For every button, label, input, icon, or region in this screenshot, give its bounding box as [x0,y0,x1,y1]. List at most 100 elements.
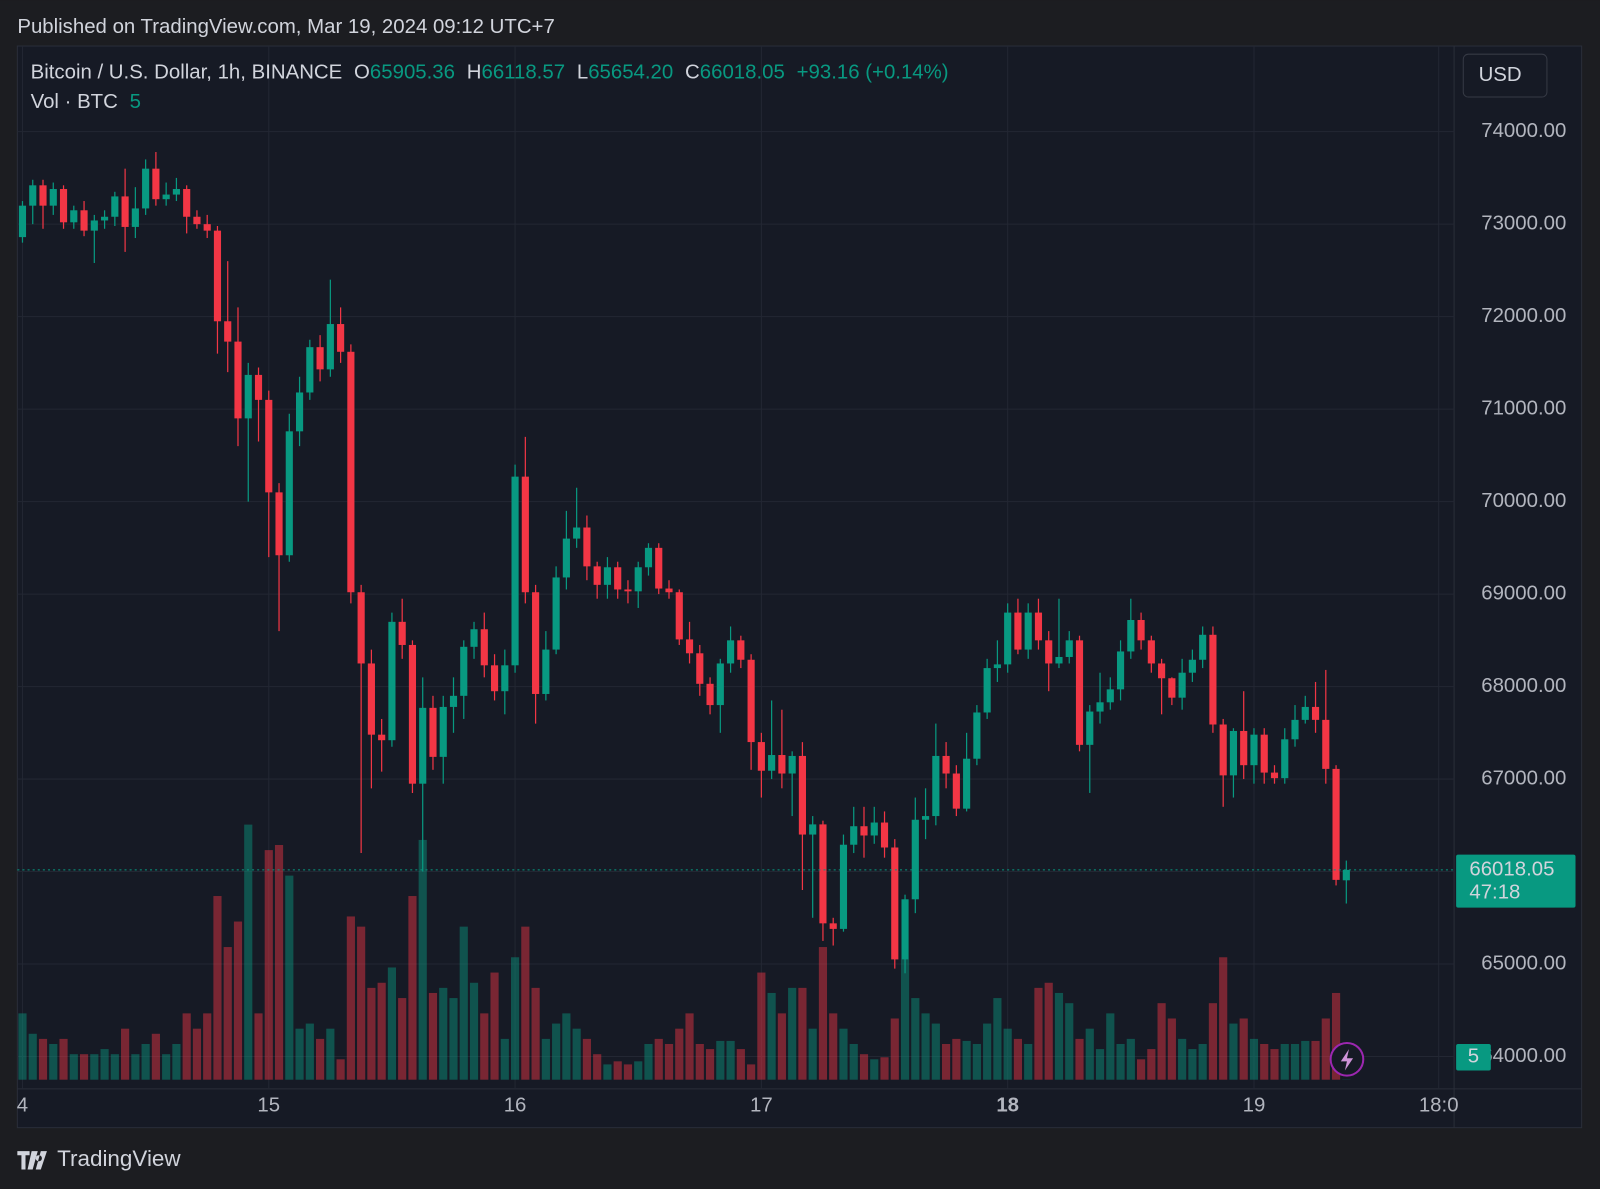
published-note: Published on TradingView.com, Mar 19, 20… [17,16,554,38]
volume-bar [1085,1028,1094,1080]
volume-bar [613,1061,622,1080]
volume-bar [131,1054,140,1080]
volume-bar [1106,1013,1115,1080]
volume-bar [705,1049,715,1080]
volume-bar [603,1064,612,1080]
candle-body [655,547,663,589]
candle-body [1106,689,1114,703]
volume-bar [798,987,807,1080]
candle-body [850,826,858,845]
candle-body [265,399,273,493]
volume-bar [654,1038,663,1080]
candle-body [1342,869,1350,881]
candle-body [798,755,806,835]
candle-body [1024,612,1032,650]
x-tick-label: 18 [996,1095,1019,1117]
candle-body [1281,739,1289,779]
candle-body [1116,651,1125,690]
volume-bar [285,875,294,1080]
chart-frame [16,45,1583,1129]
candle-body [1147,640,1155,664]
volume-bar [818,947,828,1080]
candle-body [152,168,160,200]
candle-body [1137,619,1145,641]
volume-bar [1044,982,1053,1080]
volume-bar [1034,987,1043,1080]
candle-body [59,189,68,223]
volume-bar [1003,1028,1012,1080]
y-tick-label: 67000.00 [1481,767,1566,789]
volume-bar [449,998,458,1080]
volume-bar [572,1028,581,1080]
candle-body [716,663,724,706]
legend-low: 65654.20 [588,62,673,84]
candle-body [593,566,601,585]
legend-open-label: O [354,62,370,84]
candle-body [1086,711,1094,745]
x-tick-label: 15 [257,1095,280,1117]
candle-body [1291,719,1299,740]
candle-body [172,189,180,195]
legend-low-label: L [577,62,588,84]
candle-body [880,822,889,848]
candle-body [131,208,139,227]
candle-body [1260,734,1268,773]
volume-bar [644,1043,653,1080]
candle-body [952,773,960,809]
volume-bar [675,1028,684,1080]
candle-body [1158,663,1166,679]
volume-bar [1024,1043,1033,1080]
candle-body [1188,659,1196,673]
volume-bar [1239,1018,1248,1080]
candle-body [737,640,745,660]
candle-body [183,189,191,217]
candle-body [1240,730,1248,766]
volume-bar [1157,1003,1166,1080]
candle-body [1168,678,1176,698]
volume-bar [151,1033,160,1080]
candle-body [562,538,570,578]
candle-body [1178,672,1186,698]
volume-bar [408,896,417,1080]
volume-bar [788,987,797,1080]
volume-bar [870,1059,879,1080]
volume-bar [921,1013,930,1080]
volume-bar [1280,1043,1289,1080]
volume-bar [1219,957,1228,1080]
volume-bar [203,1013,212,1080]
volume-bar [1229,1023,1238,1080]
volume-bar [182,1013,191,1080]
volume-bar [1167,1018,1176,1080]
volume-bar [757,972,766,1080]
candle-body [295,392,304,432]
candle-body [275,492,283,556]
currency-label[interactable]: USD [1479,64,1522,86]
candle-body [1250,734,1258,766]
candle-body [439,706,447,757]
candle-body [973,712,981,759]
logo-mark [17,1151,47,1170]
volume-bar [162,1054,171,1080]
volume-bar [213,896,222,1080]
volume-bar [398,998,407,1080]
volume-bar [623,1064,633,1080]
currency-button[interactable] [1462,53,1548,98]
candle-body [90,220,98,231]
volume-bar [1321,1018,1330,1080]
footer-logo: TradingView [17,1146,181,1171]
volume-bar [38,1038,48,1080]
volume-bar [326,1028,335,1080]
volume-bar [993,998,1002,1080]
volume-bar [1147,1049,1156,1080]
candle-body [316,347,324,370]
volume-bar [316,1038,325,1080]
candle-body [624,589,632,592]
volume-bar [367,987,376,1080]
candle-body [1055,656,1063,664]
volume-bar [859,1054,869,1080]
volume-bar [972,1043,981,1080]
countdown-label: 47:18 [1469,882,1520,904]
volume-bar [295,1028,304,1080]
